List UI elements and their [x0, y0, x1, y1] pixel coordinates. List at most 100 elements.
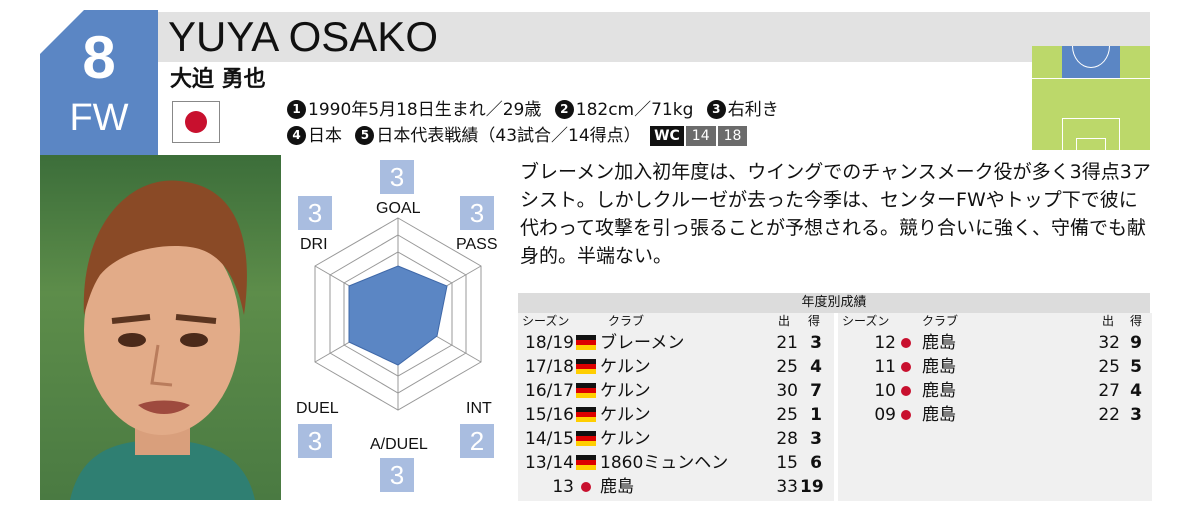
germany-flag-icon: [576, 431, 596, 446]
apps-cell: 30: [776, 381, 798, 401]
apps-cell: 27: [1098, 381, 1120, 401]
dri-value: 3: [298, 196, 332, 230]
goals-cell: 9: [1130, 333, 1142, 353]
number-badge: 8 FW: [40, 10, 158, 155]
pass-label: PASS: [456, 236, 498, 253]
japan-flag-icon: [901, 410, 911, 420]
header-goals: 得: [1130, 314, 1143, 328]
name-banner: YUYA OSAKO: [158, 12, 1150, 62]
duel-label: DUEL: [296, 400, 339, 417]
apps-cell: 22: [1098, 405, 1120, 425]
height-weight: 182cm／71kg: [575, 100, 694, 120]
player-photo: [40, 155, 281, 500]
goal-value: 3: [380, 160, 414, 194]
season-cell: 17/18: [525, 357, 574, 377]
apps-cell: 25: [776, 405, 798, 425]
stats-row: 14/15 ケルン 28 3: [518, 427, 834, 451]
skill-radar-chart: 3 GOAL 3 PASS 3 DRI DUEL 3 INT 2 A/DUEL …: [290, 160, 510, 495]
japan-flag-icon: [901, 362, 911, 372]
world-cup-year-1: 14: [685, 126, 716, 146]
radar-value-area: [348, 265, 448, 366]
club-cell: 鹿島: [922, 405, 956, 425]
season-cell: 15/16: [525, 405, 574, 425]
stats-column-left: シーズン クラブ 出 得 18/19 ブレーメン 21 3 17/18 ケルン 25 4 16/…: [518, 313, 834, 501]
stats-row: 09 鹿島 22 3: [838, 403, 1154, 427]
apps-cell: 15: [776, 453, 798, 473]
player-name-japanese: 大迫 勇也: [170, 67, 266, 92]
aduel-value: 3: [380, 458, 414, 492]
goals-cell: 7: [810, 381, 822, 401]
season-cell: 10: [874, 381, 896, 401]
player-portrait-illustration: [70, 180, 255, 500]
header-club: クラブ: [922, 314, 959, 328]
goal-label: GOAL: [376, 200, 421, 217]
header-season: シーズン: [842, 314, 890, 328]
stats-row: 15/16 ケルン 25 1: [518, 403, 834, 427]
header-club: クラブ: [608, 314, 645, 328]
circled-number-4: 4: [287, 126, 306, 145]
japan-flag-icon: [901, 338, 911, 348]
player-position: FW: [69, 97, 129, 139]
apps-cell: 21: [776, 333, 798, 353]
badge-corner-cut: [40, 10, 84, 54]
world-cup-year-2: 18: [717, 126, 748, 146]
apps-cell: 28: [776, 429, 798, 449]
pass-value: 3: [460, 196, 494, 230]
stats-row: 11 鹿島 25 5: [838, 355, 1154, 379]
season-cell: 11: [874, 357, 896, 377]
germany-flag-icon: [576, 359, 596, 374]
goals-cell: 6: [810, 453, 822, 473]
japan-flag-icon: [901, 386, 911, 396]
germany-flag-icon: [576, 335, 596, 350]
flag-sun: [185, 111, 207, 133]
season-cell: 14/15: [525, 429, 574, 449]
apps-cell: 33: [776, 477, 798, 497]
germany-flag-icon: [576, 455, 596, 470]
position-pitch-diagram: [1032, 46, 1150, 150]
shirt-number: 8: [82, 24, 116, 91]
nationality: 日本: [308, 126, 342, 146]
season-cell: 12: [874, 333, 896, 353]
apps-cell: 25: [776, 357, 798, 377]
dri-label: DRI: [300, 236, 328, 253]
goals-cell: 1: [810, 405, 822, 425]
pitch-line: [1032, 78, 1150, 79]
goals-cell: 5: [1130, 357, 1142, 377]
germany-flag-icon: [576, 383, 596, 398]
birth-age: 1990年5月18日生まれ／29歳: [308, 100, 542, 120]
stats-row: 13/14 1860ミュンヘン 15 6: [518, 451, 834, 475]
goals-cell: 3: [1130, 405, 1142, 425]
circled-number-3: 3: [706, 100, 726, 119]
club-cell: ケルン: [600, 405, 651, 425]
goals-cell: 4: [810, 357, 822, 377]
germany-flag-icon: [576, 407, 596, 422]
header-apps: 出: [1102, 314, 1115, 328]
int-value: 2: [460, 424, 494, 458]
stats-row: 17/18 ケルン 25 4: [518, 355, 834, 379]
club-cell: ブレーメン: [600, 333, 685, 353]
club-cell: 鹿島: [922, 381, 956, 401]
club-cell: ケルン: [600, 429, 651, 449]
season-cell: 13: [552, 477, 574, 497]
circled-number-2: 2: [554, 100, 574, 119]
stats-row: 16/17 ケルン 30 7: [518, 379, 834, 403]
pitch-penalty-box: [1062, 118, 1120, 150]
japan-flag-icon: [581, 482, 591, 492]
apps-cell: 25: [1098, 357, 1120, 377]
header-apps: 出: [778, 314, 791, 328]
profile-line-2: 4 日本 5 日本代表戦績（43試合／14得点） WC 14 18: [287, 124, 748, 148]
goals-cell: 3: [810, 333, 822, 353]
player-name-english: YUYA OSAKO: [168, 13, 438, 60]
duel-value: 3: [298, 424, 332, 458]
club-cell: ケルン: [600, 357, 651, 377]
season-cell: 13/14: [525, 453, 574, 473]
circled-number-5: 5: [355, 126, 375, 145]
national-team-record: 日本代表戦績（43試合／14得点）: [376, 126, 641, 146]
club-cell: 鹿島: [600, 477, 634, 497]
stats-row: 13 鹿島 33 19: [518, 475, 834, 499]
radar-grid: [314, 217, 482, 411]
int-label: INT: [466, 400, 492, 417]
stats-column-right: シーズン クラブ 出 得 12 鹿島 32 9 11 鹿島 25 5 10 鹿島 27 4 09 鹿島 22…: [836, 313, 1152, 501]
dominant-foot: 右利き: [727, 100, 779, 120]
circled-number-1: 1: [287, 100, 306, 119]
